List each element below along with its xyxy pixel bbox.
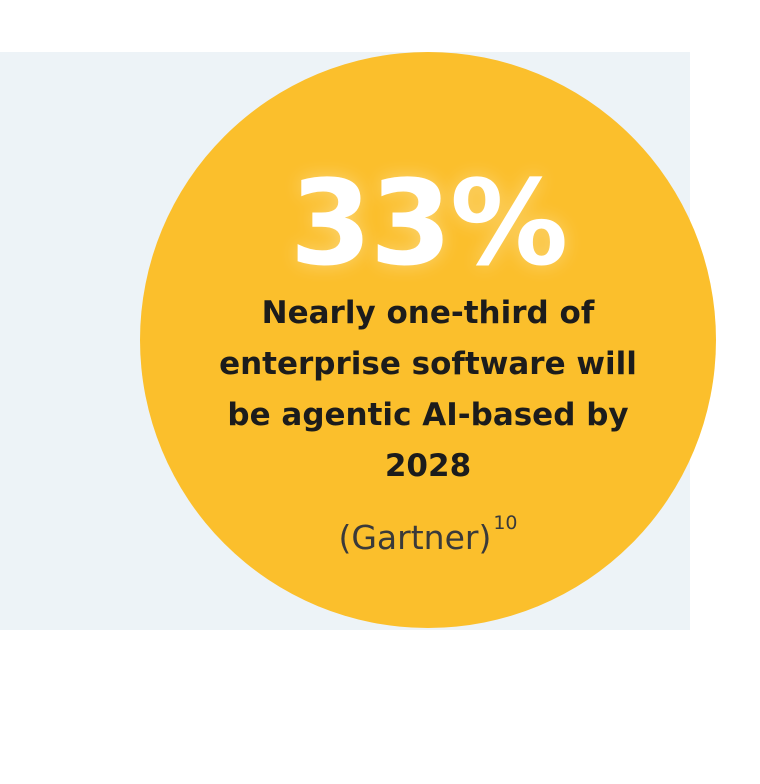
stat-source: (Gartner) 10 bbox=[140, 512, 716, 557]
stat-percentage: 33% bbox=[289, 154, 568, 292]
source-name: (Gartner) bbox=[338, 518, 492, 557]
footnote-ref: 10 bbox=[493, 512, 518, 534]
stat-description: Nearly one-third of enterprise software … bbox=[219, 295, 637, 484]
stat-circle: 33% Nearly one-third of enterprise softw… bbox=[140, 52, 716, 628]
